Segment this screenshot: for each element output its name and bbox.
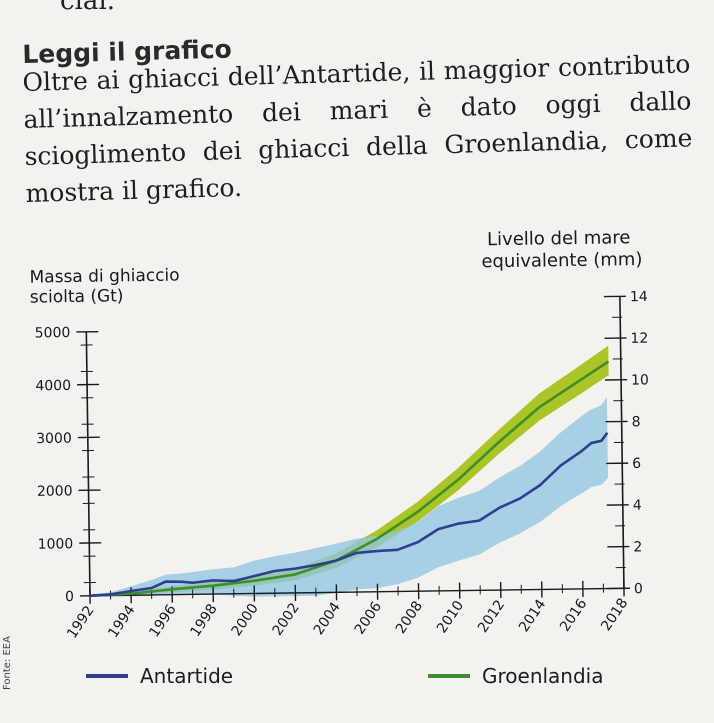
right-tick-label-12: 12 (630, 331, 648, 347)
left-tick-label-4000: 4000 (35, 378, 71, 394)
right-tick-label-14: 14 (630, 289, 648, 305)
right-tick-label-2: 2 (633, 539, 642, 555)
left-axis-title-line-2: sciolta (Gt) (30, 286, 124, 307)
legend-item-greenland: Groenlandia (428, 664, 604, 688)
right-tick-label-4: 4 (633, 498, 642, 514)
legend-label-antarctica: Antartide (140, 664, 233, 688)
x-tick-label-2014: 2014 (516, 597, 549, 636)
x-tick-label-2010: 2010 (434, 598, 467, 636)
source-credit: Fonte: EEA (2, 636, 13, 690)
x-tick-label-1996: 1996 (146, 602, 179, 641)
legend-swatch-antarctica (86, 674, 128, 678)
x-tick-label-2000: 2000 (229, 601, 262, 639)
series-bands (87, 346, 612, 599)
x-tick-label-2008: 2008 (393, 598, 426, 636)
x-tick-label-2004: 2004 (311, 599, 344, 638)
x-tick-label-2006: 2006 (352, 599, 385, 638)
legend-item-antarctica: Antartide (86, 664, 233, 688)
x-tick-label-2018: 2018 (598, 596, 631, 634)
x-tick-label-1992: 1992 (64, 603, 97, 641)
left-tick-label-5000: 5000 (35, 325, 71, 341)
left-tick-label-2000: 2000 (37, 483, 73, 499)
legend-swatch-greenland (428, 674, 470, 678)
right-axis-title-line-1: Livello del mare (487, 227, 631, 250)
right-axis-title-line-2: equivalente (mm) (481, 249, 642, 272)
left-tick-label-1000: 1000 (38, 536, 74, 552)
uncertainty-band-antarctica (87, 397, 609, 599)
x-tick-label-1998: 1998 (187, 601, 220, 639)
x-tick-label-1994: 1994 (105, 602, 138, 641)
right-tick-label-10: 10 (631, 372, 649, 388)
legend-label-greenland: Groenlandia (482, 664, 604, 688)
x-tick-label-2002: 2002 (270, 600, 303, 638)
x-tick-label-2016: 2016 (557, 596, 590, 635)
x-tick-label-2012: 2012 (475, 597, 508, 635)
left-axis-title-line-1: Massa di ghiaccio (29, 266, 179, 288)
right-tick-label-0: 0 (634, 581, 643, 597)
right-tick-label-8: 8 (632, 414, 641, 430)
right-tick-label-6: 6 (632, 456, 641, 472)
left-tick-label-3000: 3000 (36, 431, 72, 447)
left-tick-label-0: 0 (65, 589, 74, 605)
